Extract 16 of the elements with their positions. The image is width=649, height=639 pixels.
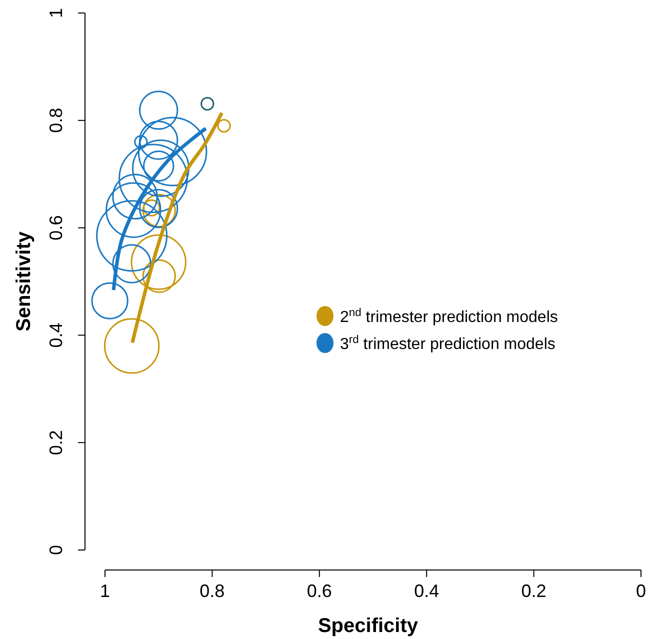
y-axis-title: Sensitivity	[13, 230, 35, 332]
y-tick-label: 0.2	[46, 430, 66, 456]
x-axis-title: Specificity	[318, 615, 419, 637]
x-tick-label: 0.4	[414, 581, 440, 601]
x-tick-label: 0.6	[306, 581, 332, 601]
y-tick-label: 0.6	[46, 215, 66, 240]
legend-label: 3$^{rd}$ trimester prediction models	[340, 334, 556, 353]
x-tick-label: 0.8	[200, 581, 225, 601]
x-tick-label: 1	[100, 581, 110, 601]
y-tick-label: 0	[46, 544, 66, 556]
x-tick-label: 0.2	[521, 581, 546, 601]
y-tick-label: 0.4	[46, 322, 66, 348]
y-tick-label: 1	[46, 8, 66, 18]
x-tick-label: 0	[636, 581, 646, 601]
legend-label: 2$^{nd}$ trimester prediction models	[340, 307, 558, 326]
y-tick-label: 0.8	[46, 108, 66, 133]
